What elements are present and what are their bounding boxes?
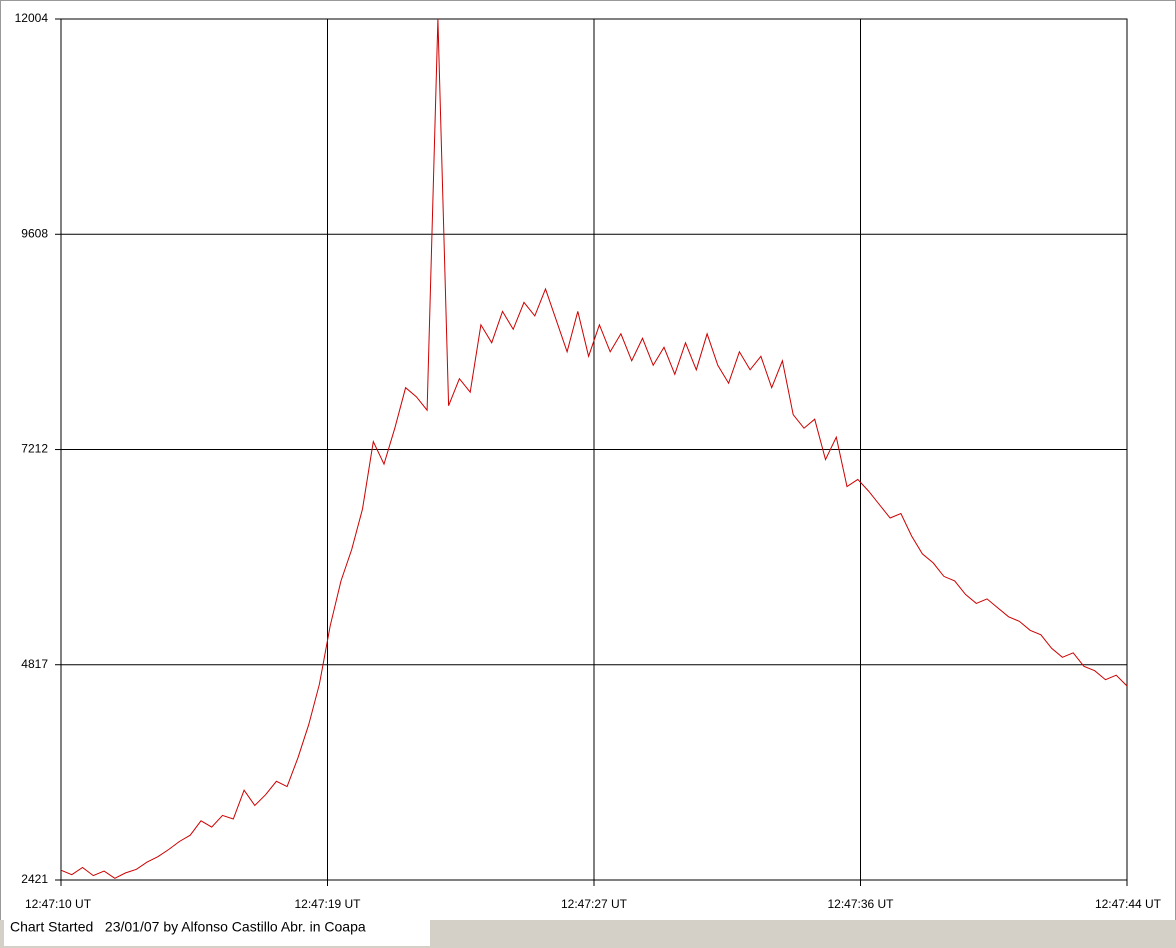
x-tick-label: 12:47:27 UT bbox=[561, 897, 628, 911]
footer-text: Chart Started 23/01/07 by Alfonso Castil… bbox=[10, 919, 366, 935]
data-line bbox=[60, 18, 1128, 879]
y-tick-label: 12004 bbox=[15, 11, 49, 25]
footer-box bbox=[4, 916, 430, 946]
y-tick-label: 7212 bbox=[21, 442, 48, 456]
y-tick-label: 4817 bbox=[21, 657, 48, 671]
x-tick-label: 12:47:10 UT bbox=[25, 897, 92, 911]
x-tick-label: 12:47:19 UT bbox=[294, 897, 361, 911]
x-tick-label: 12:47:36 UT bbox=[827, 897, 894, 911]
y-tick-label: 2421 bbox=[21, 872, 48, 886]
x-tick-label: 12:47:44 UT bbox=[1095, 897, 1162, 911]
y-tick-label: 9608 bbox=[21, 226, 48, 240]
